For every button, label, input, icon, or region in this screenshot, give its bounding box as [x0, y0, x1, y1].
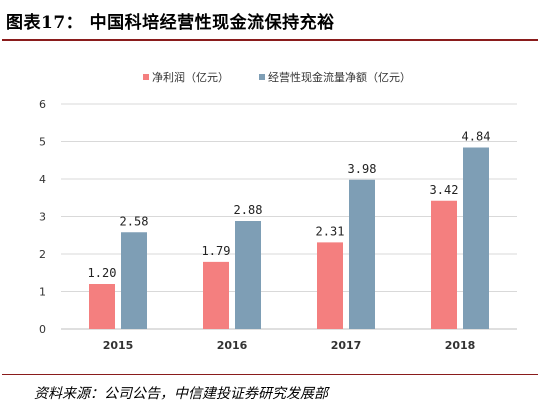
legend-swatch [143, 74, 149, 80]
data-label: 1.20 [88, 266, 117, 280]
bars [89, 147, 489, 329]
data-label: 3.42 [430, 183, 459, 197]
bar-net-profit [203, 261, 229, 329]
bar-net-profit [317, 242, 343, 329]
y-tick-label: 0 [39, 323, 46, 336]
data-label: 2.31 [316, 224, 345, 238]
y-tick-label: 2 [39, 248, 46, 261]
y-axis-ticks: 0 1 2 3 4 5 6 [39, 98, 46, 336]
legend-label: 净利润（亿元） [152, 70, 229, 84]
data-label: 1.79 [202, 244, 231, 258]
y-tick-label: 1 [39, 286, 46, 299]
bar-chart: 0 1 2 3 4 5 6 1.20 2.58 1.79 2.88 2.31 3.98 3.42 4.84… [39, 70, 517, 352]
y-tick-label: 6 [39, 98, 46, 111]
legend-label: 经营性现金流量净额（亿元） [268, 70, 411, 84]
data-labels: 1.20 2.58 1.79 2.88 2.31 3.98 3.42 4.84 [88, 130, 491, 281]
x-tick-label: 2016 [217, 339, 248, 352]
y-tick-label: 5 [39, 136, 46, 149]
bar-operating-cash-flow [235, 221, 261, 329]
bar-net-profit [89, 284, 115, 329]
legend: 净利润（亿元） 经营性现金流量净额（亿元） [143, 70, 411, 84]
data-label: 4.84 [462, 130, 491, 144]
bar-operating-cash-flow [349, 179, 375, 329]
data-label: 2.88 [234, 203, 263, 217]
x-tick-label: 2015 [103, 339, 134, 352]
y-tick-label: 3 [39, 211, 46, 224]
legend-swatch [259, 74, 265, 80]
data-label: 3.98 [348, 162, 377, 176]
x-axis-ticks: 2015 2016 2017 2018 [103, 339, 476, 352]
bar-operating-cash-flow [121, 232, 147, 329]
bar-net-profit [431, 200, 457, 329]
data-label: 2.58 [120, 214, 149, 228]
source-divider [2, 374, 538, 375]
figure-title: 图表17： 中国科培经营性现金流保持充裕 [6, 13, 335, 33]
source-note: 资料来源：公司公告，中信建投证券研究发展部 [34, 386, 328, 402]
x-tick-label: 2018 [445, 339, 476, 352]
x-tick-label: 2017 [331, 339, 362, 352]
bar-operating-cash-flow [463, 147, 489, 329]
figure-header: 图表17： 中国科培经营性现金流保持充裕 [0, 0, 543, 40]
title-divider [2, 39, 538, 41]
y-tick-label: 4 [39, 173, 46, 186]
